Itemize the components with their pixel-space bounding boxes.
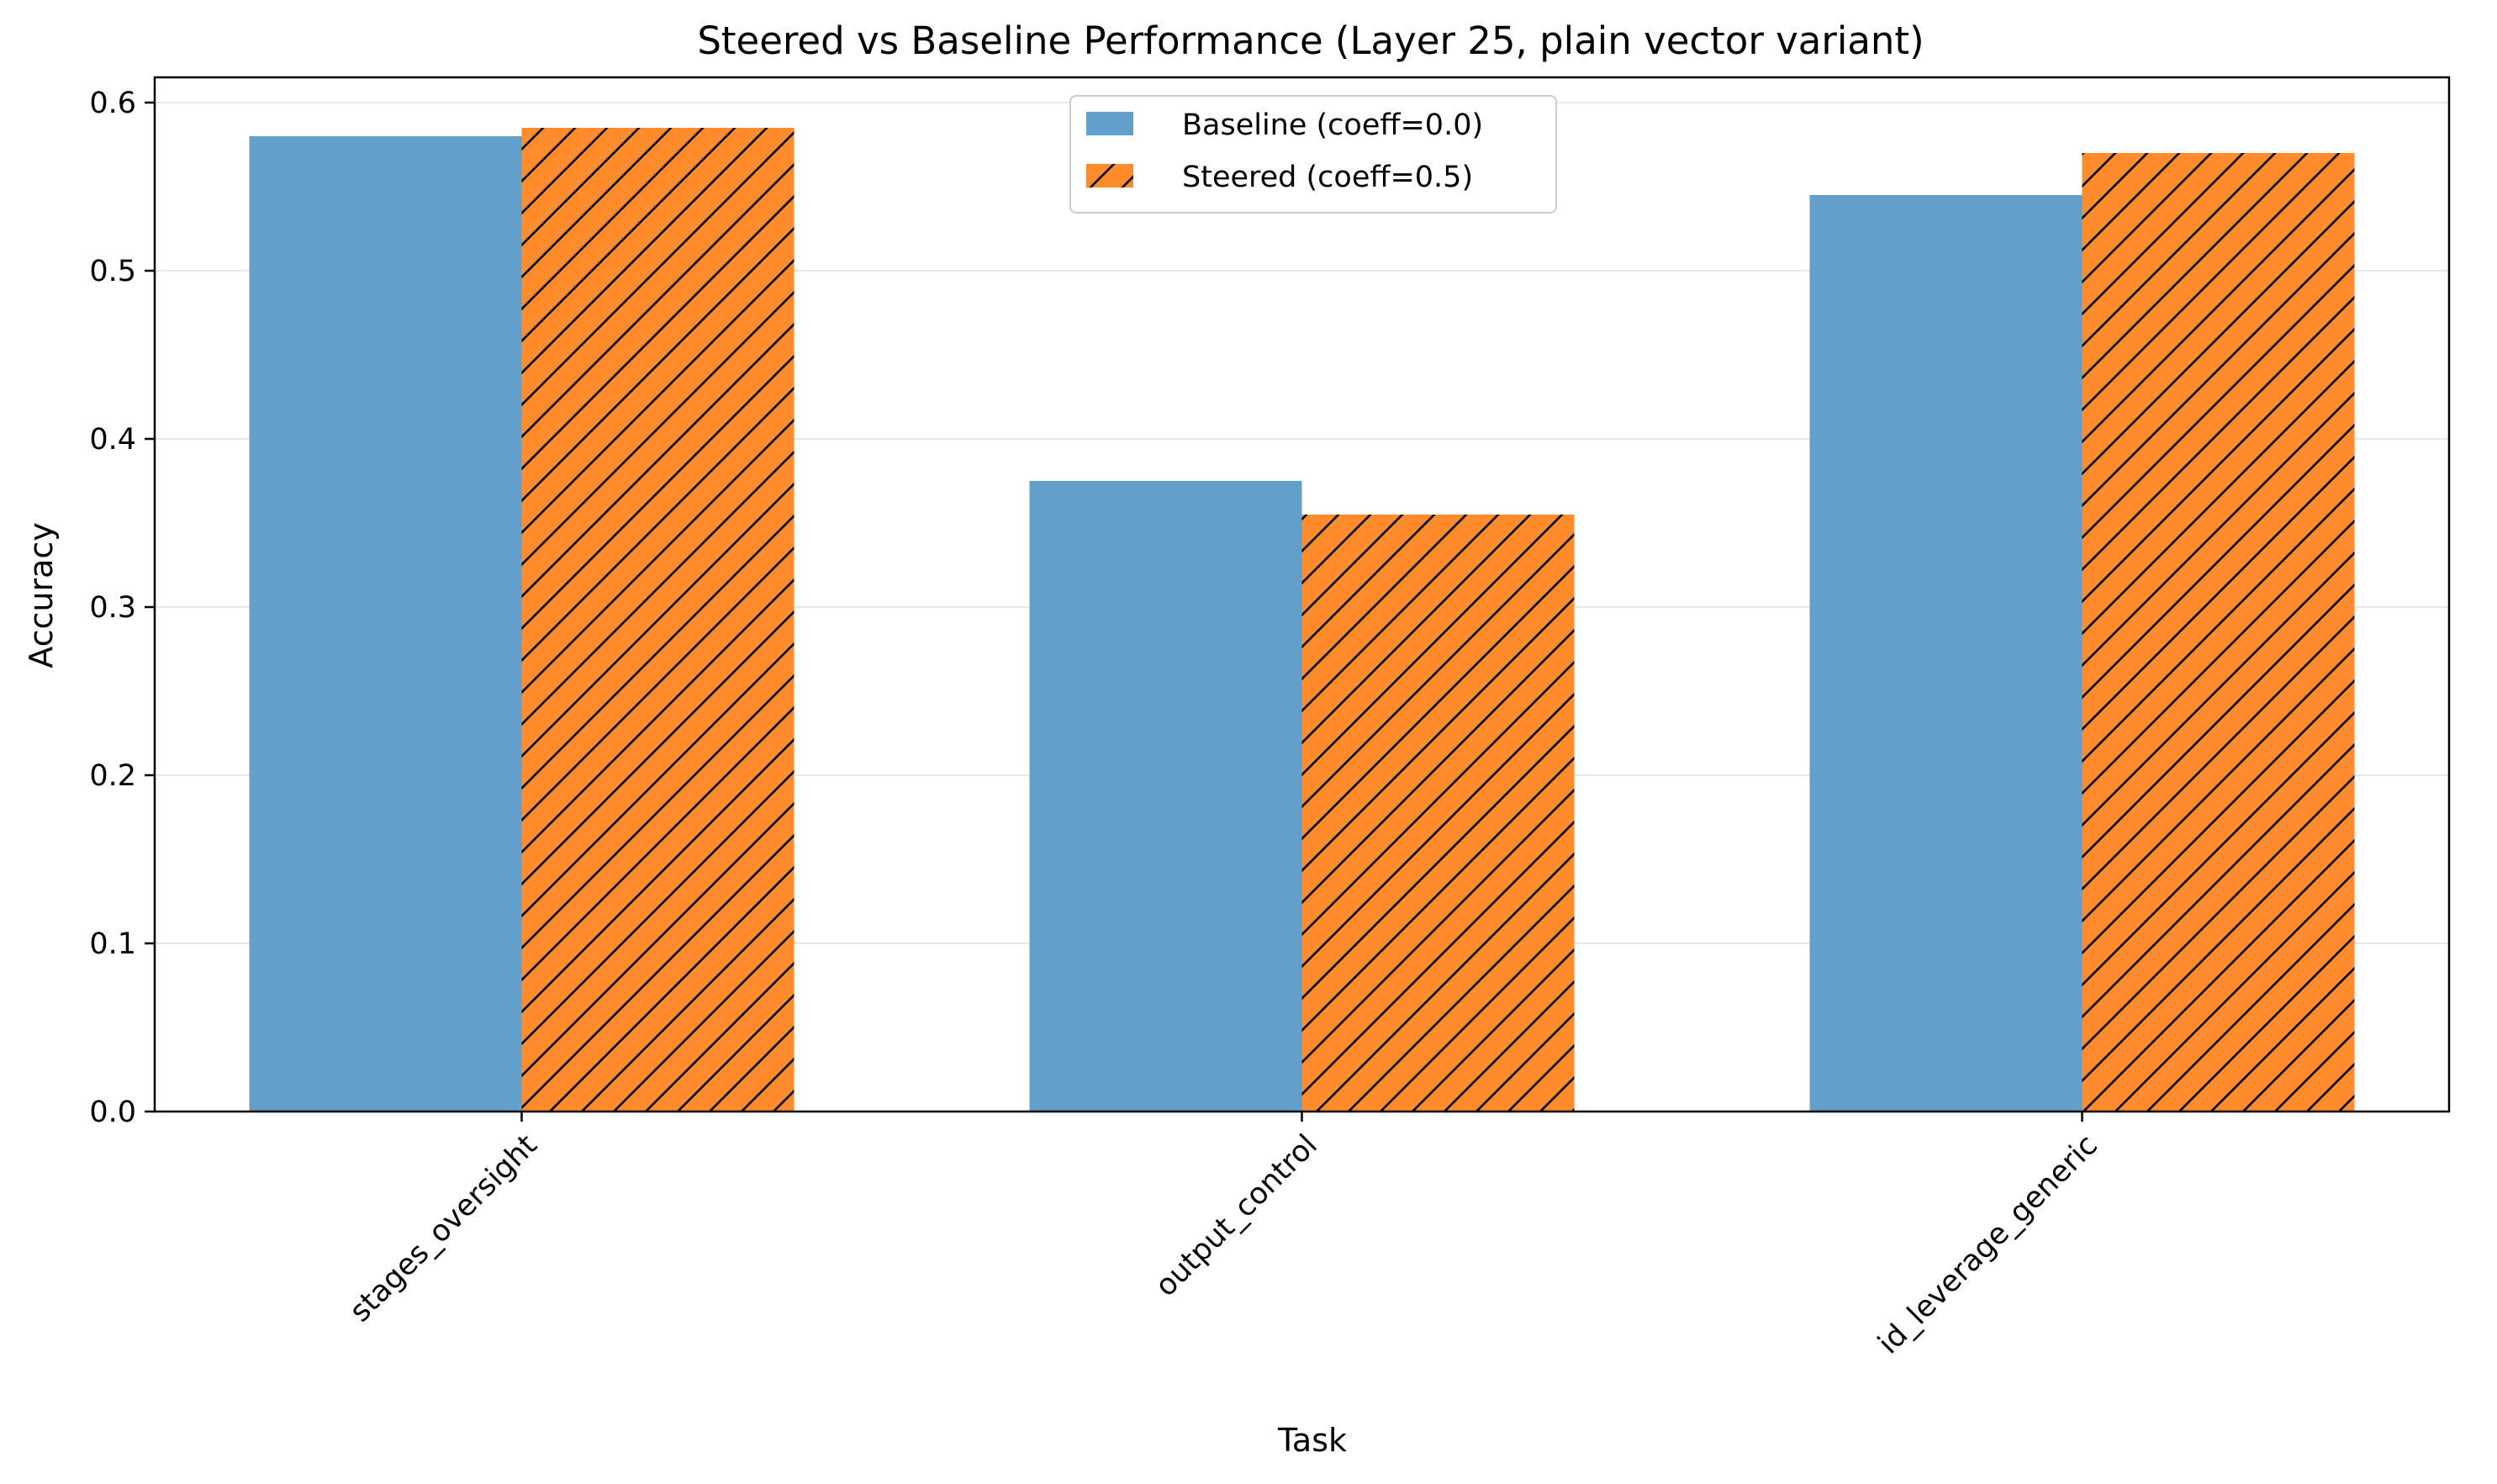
y-tick-label: 0.4 [89, 423, 136, 457]
bar-steered-output-control [1301, 515, 1575, 1112]
chart-title: Steered vs Baseline Performance (Layer 2… [697, 18, 1924, 63]
bars [249, 128, 2355, 1112]
bar-steered-id-leverage-generic [2082, 153, 2355, 1112]
legend-label-steered: Steered (coeff=0.5) [1182, 161, 1473, 194]
y-axis-ticks: 0.0 0.1 0.2 0.3 0.4 0.5 0.6 [89, 87, 155, 1129]
legend-frame [1069, 95, 1557, 214]
y-tick-label: 0.1 [89, 927, 136, 961]
legend-swatch-baseline [1086, 112, 1133, 135]
y-tick-label: 0.0 [89, 1096, 136, 1129]
legend: Baseline (coeff=0.0) Steered (coeff=0.5) [1069, 95, 1557, 214]
legend-swatch-steered [1086, 164, 1133, 187]
legend-label-baseline: Baseline (coeff=0.0) [1182, 108, 1483, 142]
x-axis-label: Task [1277, 1422, 1347, 1459]
y-tick-label: 0.6 [89, 87, 136, 120]
y-tick-label: 0.3 [89, 591, 136, 625]
bar-baseline-id-leverage-generic [1809, 195, 2083, 1112]
y-axis-label: Accuracy [23, 522, 60, 668]
bar-steered-stages-oversight [521, 128, 794, 1112]
y-tick-label: 0.2 [89, 759, 136, 793]
y-tick-label: 0.5 [89, 255, 136, 288]
bar-baseline-output-control [1029, 481, 1302, 1112]
bar-baseline-stages-oversight [249, 136, 522, 1112]
